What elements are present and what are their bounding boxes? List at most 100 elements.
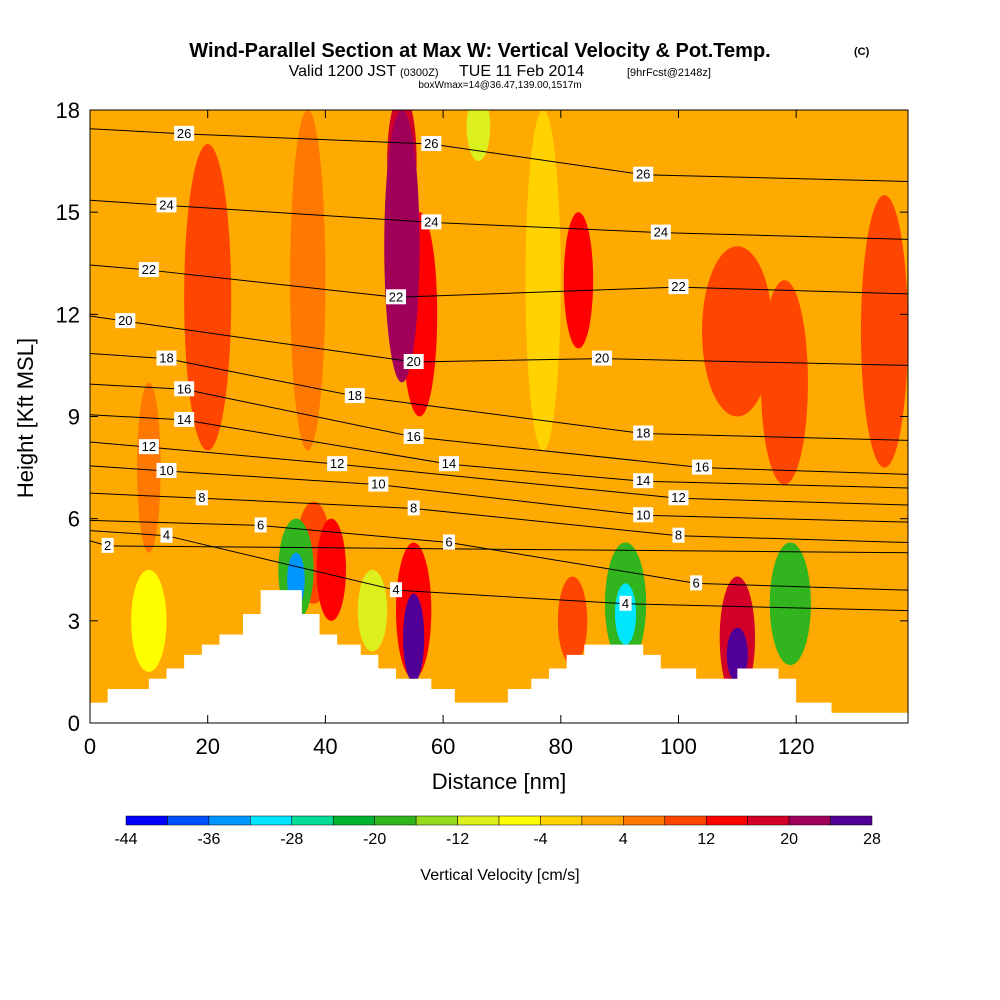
contour-label: 20 (118, 313, 132, 328)
y-tick-label: 15 (56, 200, 80, 225)
contour-label-box (668, 279, 689, 295)
contour-label: 26 (177, 126, 191, 141)
contour-label: 12 (142, 439, 156, 454)
colorbar-label: Vertical Velocity [cm/s] (420, 867, 579, 884)
contour-label-box (368, 476, 389, 492)
contour-label: 16 (695, 460, 709, 475)
colorbar-swatch (167, 815, 210, 826)
y-tick-label: 18 (56, 98, 80, 123)
contour-label-box (619, 595, 632, 611)
contour-label-box (690, 575, 703, 591)
x-tick-label: 40 (313, 734, 337, 759)
colorbar-tick-label: 12 (697, 831, 715, 848)
contour-label-box (421, 214, 442, 230)
colorbar-swatch (332, 815, 375, 826)
colorbar-swatch (540, 815, 583, 826)
colorbar-swatch (125, 815, 168, 826)
contour-label: 6 (257, 517, 264, 532)
contour-label: 24 (424, 214, 438, 229)
colorbar-swatch (581, 815, 624, 826)
contour-label: 8 (410, 500, 417, 515)
velocity-region (525, 110, 561, 451)
contour-label-box (668, 490, 689, 506)
contour-label: 18 (348, 388, 362, 403)
title-mark: (C) (854, 46, 870, 58)
contour-label: 20 (406, 354, 420, 369)
colorbar-tick-label: -4 (533, 831, 547, 848)
colorbar-tick-label: -12 (446, 831, 469, 848)
velocity-region (137, 382, 161, 553)
velocity-region (563, 212, 594, 349)
velocity-region (614, 583, 637, 645)
velocity-region (403, 593, 425, 683)
colorbar-tick-label: 20 (780, 831, 798, 848)
contour-label: 22 (142, 262, 156, 277)
valid-date: TUE 11 Feb 2014 (459, 63, 584, 80)
plot-area (90, 110, 908, 723)
colorbar-tick-label: -20 (363, 831, 386, 848)
colorbar-swatch (788, 815, 831, 826)
colorbar-swatch (250, 815, 293, 826)
contour-label: 22 (389, 289, 403, 304)
colorbar-tick-label: -28 (280, 831, 303, 848)
contour-label: 24 (159, 197, 173, 212)
contour-label: 6 (693, 575, 700, 590)
y-axis-label: Height [Kft MSL] (13, 338, 38, 498)
terrain (90, 590, 908, 723)
contour-label-box (195, 490, 208, 506)
contour-label-box (327, 456, 348, 472)
velocity-region (357, 569, 388, 652)
contour-label-box (160, 527, 173, 543)
colorbar-tick-label: -44 (114, 831, 137, 848)
contour-label: 14 (177, 412, 191, 427)
contour-label: 10 (636, 507, 650, 522)
colorbar-tick-label: 28 (863, 831, 881, 848)
colorbar-swatch (830, 815, 873, 826)
x-tick-label: 0 (84, 734, 96, 759)
velocity-region (384, 110, 420, 383)
chart-title: Wind-Parallel Section at Max W: Vertical… (189, 40, 770, 62)
contour-label: 4 (392, 582, 399, 597)
colorbar-swatch (664, 815, 707, 826)
contour-label: 22 (671, 279, 685, 294)
colorbar-swatch (747, 815, 790, 826)
contour-label-box (421, 136, 442, 152)
colorbar-swatch (291, 815, 334, 826)
contour-label-box (344, 388, 365, 404)
y-tick-label: 9 (68, 405, 80, 430)
contour-label-box (174, 381, 195, 397)
x-axis-label: Distance [nm] (432, 769, 567, 794)
contour-label-box (633, 507, 654, 523)
x-tick-label: 60 (431, 734, 455, 759)
contour-label-box (633, 473, 654, 489)
contour-label-box (633, 425, 654, 441)
contour-label-box (438, 456, 459, 472)
contour-label: 2 (104, 538, 111, 553)
contour-label-box (591, 350, 612, 366)
contour-label: 8 (198, 490, 205, 505)
x-tick-label: 120 (778, 734, 815, 759)
contour-label: 26 (424, 136, 438, 151)
contour-label-box (156, 350, 177, 366)
contour-label-box (138, 439, 159, 455)
contour-label-box (650, 224, 671, 240)
contour-label-box (403, 428, 424, 444)
contour-label: 10 (371, 477, 385, 492)
velocity-region (860, 195, 908, 468)
velocity-region (316, 518, 346, 621)
contour-label: 12 (330, 456, 344, 471)
contour-label-box (672, 527, 685, 543)
contour-label-box (138, 262, 159, 278)
contour-label: 14 (636, 473, 650, 488)
contour-label: 18 (636, 426, 650, 441)
colorbar-tick-label: -36 (197, 831, 220, 848)
x-tick-label: 100 (660, 734, 697, 759)
contour-label-box (254, 517, 267, 533)
contour-label-box (174, 125, 195, 141)
contour-label-box (156, 462, 177, 478)
contour-label-box (101, 537, 114, 553)
contour-label: 20 (595, 351, 609, 366)
y-tick-label: 3 (68, 609, 80, 634)
x-tick-label: 20 (195, 734, 219, 759)
velocity-region (769, 542, 811, 666)
